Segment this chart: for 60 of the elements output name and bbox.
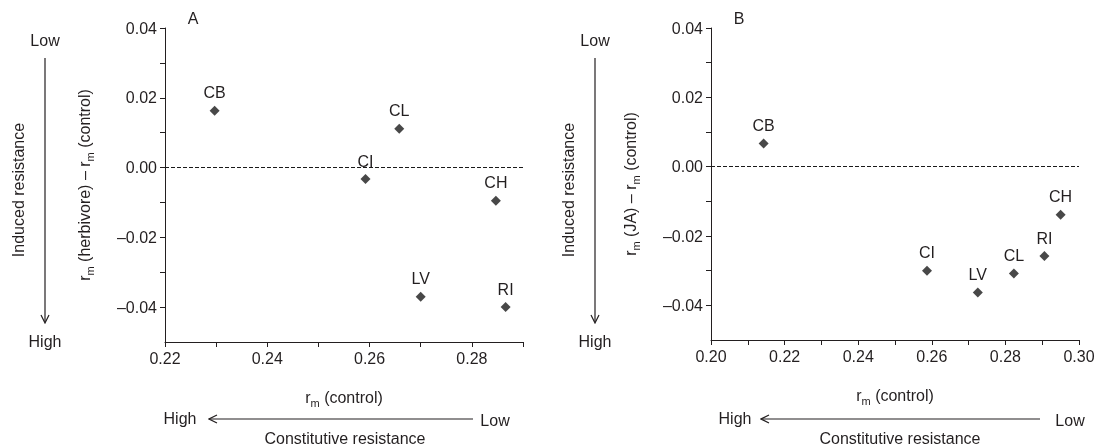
text: Low <box>480 411 511 429</box>
point <box>1039 251 1050 262</box>
text: High <box>718 409 752 427</box>
annotation: LV <box>968 266 988 284</box>
x-tick-label: 0.30 <box>1063 347 1095 365</box>
y-tick-label: 0.04 <box>671 19 704 37</box>
annotation: CI <box>919 244 936 262</box>
y-tick-label: 0.02 <box>125 89 158 107</box>
annotation: CH <box>484 174 508 192</box>
text: Low <box>580 31 611 49</box>
annotation: CH <box>1049 188 1073 206</box>
point <box>209 105 220 116</box>
annotation: CI <box>357 152 374 170</box>
x-tick-label: 0.26 <box>354 349 386 367</box>
annotation: CL <box>389 102 410 120</box>
y-tick-label: –0.04 <box>116 298 158 316</box>
x-tick-label: 0.22 <box>769 347 801 365</box>
text: Low <box>1055 411 1086 429</box>
text: Induced resistance <box>559 122 577 258</box>
text: High <box>28 332 62 350</box>
point <box>500 302 511 313</box>
x-tick-label: 0.28 <box>456 349 488 367</box>
text: Constitutive resistance <box>819 429 981 447</box>
y-tick-label: 0.02 <box>671 88 704 106</box>
y-tick-label: 0.00 <box>125 159 158 177</box>
y-tick-label: –0.04 <box>662 296 704 314</box>
y-tick-label: 0.00 <box>671 158 704 176</box>
point <box>490 195 501 206</box>
point <box>758 138 769 149</box>
x-tick-label: 0.28 <box>989 347 1022 365</box>
annotation: RI <box>497 280 514 298</box>
chart-title: A <box>187 9 199 27</box>
annotation: LV <box>411 270 431 288</box>
y-axis-title: rm (JA) – rm (control) <box>622 112 642 256</box>
annotation: CL <box>1003 246 1025 264</box>
text: Low <box>30 31 61 49</box>
text: Constitutive resistance <box>264 429 426 447</box>
y-tick-label: 0.04 <box>125 19 158 37</box>
x-tick-label: 0.26 <box>916 347 948 365</box>
annotation: CB <box>203 84 226 102</box>
text: Induced resistance <box>9 122 27 258</box>
text: High <box>163 409 197 427</box>
annotation: RI <box>1036 229 1053 247</box>
annotation: CB <box>752 116 775 134</box>
x-tick-label: 0.22 <box>149 349 181 367</box>
chart-title: B <box>733 9 745 27</box>
point <box>360 174 371 185</box>
point <box>1055 209 1066 220</box>
point <box>1008 268 1019 279</box>
y-tick-label: –0.02 <box>116 228 158 246</box>
y-tick-label: –0.02 <box>662 227 704 245</box>
x-tick-label: 0.20 <box>695 347 727 365</box>
point <box>922 265 933 276</box>
x-tick-label: 0.24 <box>251 349 283 367</box>
point <box>394 123 405 134</box>
point <box>415 291 426 302</box>
x-tick-label: 0.24 <box>842 347 874 365</box>
y-axis-title: rm (herbivore) – rm (control) <box>76 89 96 281</box>
point <box>972 287 983 298</box>
text: High <box>578 332 612 350</box>
